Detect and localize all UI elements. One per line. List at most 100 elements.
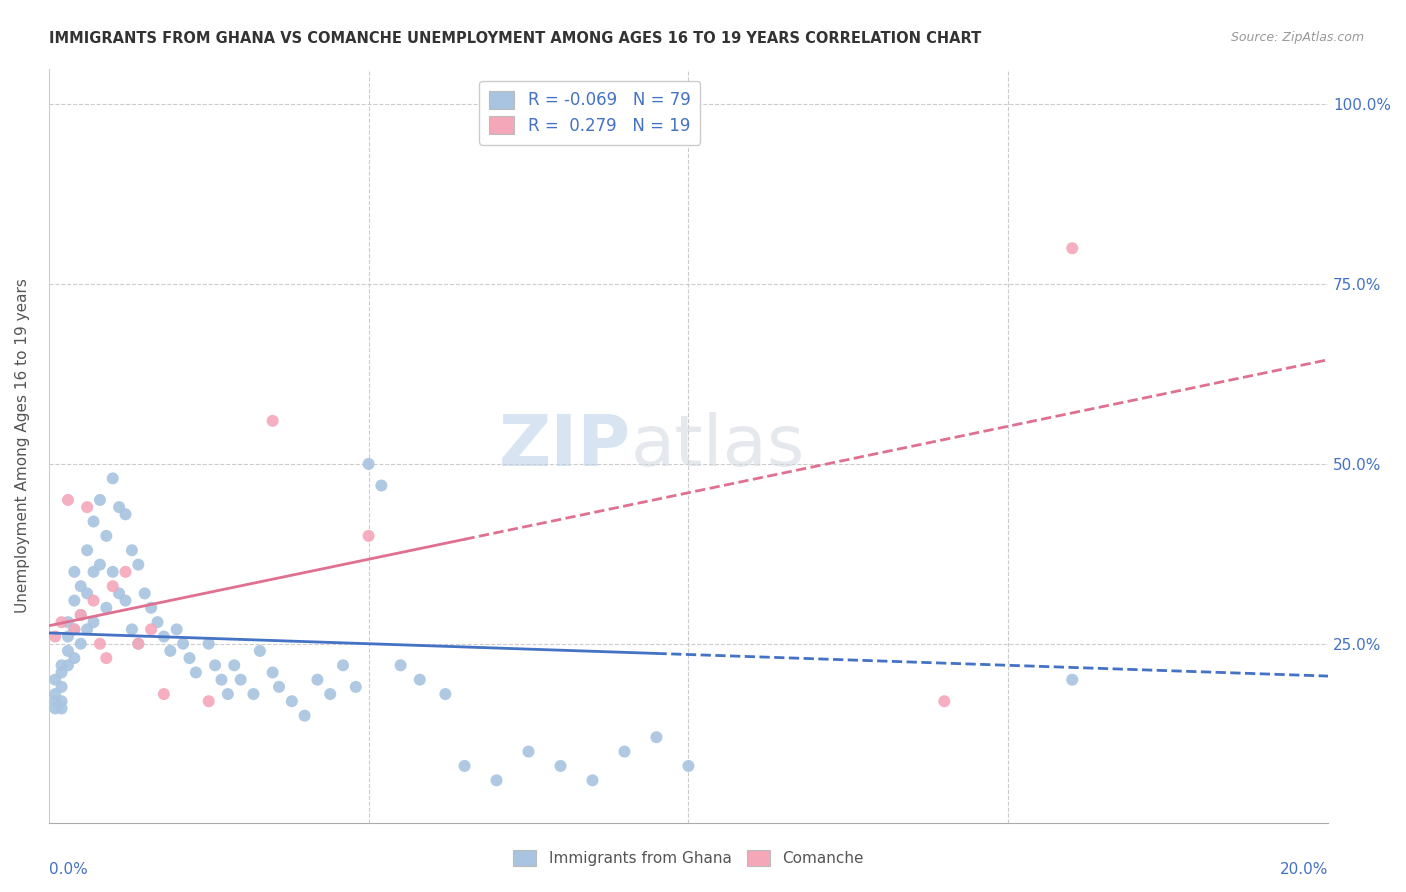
Text: IMMIGRANTS FROM GHANA VS COMANCHE UNEMPLOYMENT AMONG AGES 16 TO 19 YEARS CORRELA: IMMIGRANTS FROM GHANA VS COMANCHE UNEMPL… <box>49 31 981 46</box>
Point <box>114 508 136 522</box>
Point <box>229 673 252 687</box>
Text: 20.0%: 20.0% <box>1279 863 1329 878</box>
Point <box>139 600 162 615</box>
Point <box>389 658 412 673</box>
Point <box>453 759 475 773</box>
Point <box>89 637 111 651</box>
Point <box>44 687 66 701</box>
Point <box>63 651 86 665</box>
Text: atlas: atlas <box>631 411 806 481</box>
Point <box>63 565 86 579</box>
Point <box>121 543 143 558</box>
Point <box>51 615 73 629</box>
Point <box>63 623 86 637</box>
Point <box>83 565 105 579</box>
Point <box>645 730 668 744</box>
Point <box>281 694 304 708</box>
Point <box>114 565 136 579</box>
Point <box>344 680 367 694</box>
Point <box>51 694 73 708</box>
Point <box>179 651 201 665</box>
Point <box>83 593 105 607</box>
Point <box>370 478 392 492</box>
Point <box>678 759 700 773</box>
Point <box>121 623 143 637</box>
Point <box>172 637 194 651</box>
Point <box>96 600 118 615</box>
Point <box>56 658 79 673</box>
Point <box>83 515 105 529</box>
Point <box>69 607 91 622</box>
Point <box>581 773 603 788</box>
Point <box>267 680 290 694</box>
Point <box>249 644 271 658</box>
Point <box>101 471 124 485</box>
Point <box>76 500 98 515</box>
Point <box>485 773 508 788</box>
Point <box>409 673 432 687</box>
Point <box>44 701 66 715</box>
Point <box>89 558 111 572</box>
Point <box>184 665 207 680</box>
Point <box>44 630 66 644</box>
Point <box>197 637 219 651</box>
Point <box>44 694 66 708</box>
Point <box>56 630 79 644</box>
Point <box>217 687 239 701</box>
Point <box>101 579 124 593</box>
Point <box>1062 673 1084 687</box>
Point <box>1062 241 1084 255</box>
Point <box>127 637 149 651</box>
Point <box>114 593 136 607</box>
Point <box>197 694 219 708</box>
Point <box>101 565 124 579</box>
Text: ZIP: ZIP <box>499 411 631 481</box>
Point <box>51 658 73 673</box>
Point <box>44 673 66 687</box>
Point <box>51 701 73 715</box>
Point <box>934 694 956 708</box>
Point <box>108 586 131 600</box>
Point <box>51 665 73 680</box>
Y-axis label: Unemployment Among Ages 16 to 19 years: Unemployment Among Ages 16 to 19 years <box>15 278 30 614</box>
Point <box>517 745 540 759</box>
Point <box>108 500 131 515</box>
Point <box>357 529 380 543</box>
Point <box>224 658 246 673</box>
Point <box>69 607 91 622</box>
Point <box>332 658 354 673</box>
Point <box>63 593 86 607</box>
Point <box>56 615 79 629</box>
Point <box>211 673 233 687</box>
Point <box>96 529 118 543</box>
Point <box>89 492 111 507</box>
Point <box>69 579 91 593</box>
Point <box>56 492 79 507</box>
Point <box>262 665 284 680</box>
Point <box>146 615 169 629</box>
Point <box>242 687 264 701</box>
Point <box>63 623 86 637</box>
Point <box>153 687 176 701</box>
Point <box>434 687 457 701</box>
Point <box>134 586 156 600</box>
Point <box>159 644 181 658</box>
Point <box>76 623 98 637</box>
Point <box>613 745 636 759</box>
Point <box>127 558 149 572</box>
Point <box>204 658 226 673</box>
Point <box>307 673 329 687</box>
Point <box>153 630 176 644</box>
Legend: Immigrants from Ghana, Comanche: Immigrants from Ghana, Comanche <box>508 844 869 872</box>
Point <box>76 586 98 600</box>
Point <box>83 615 105 629</box>
Point <box>166 623 188 637</box>
Text: 0.0%: 0.0% <box>49 863 87 878</box>
Point <box>69 637 91 651</box>
Point <box>127 637 149 651</box>
Point <box>51 680 73 694</box>
Point <box>96 651 118 665</box>
Point <box>294 708 316 723</box>
Point <box>319 687 342 701</box>
Point <box>56 644 79 658</box>
